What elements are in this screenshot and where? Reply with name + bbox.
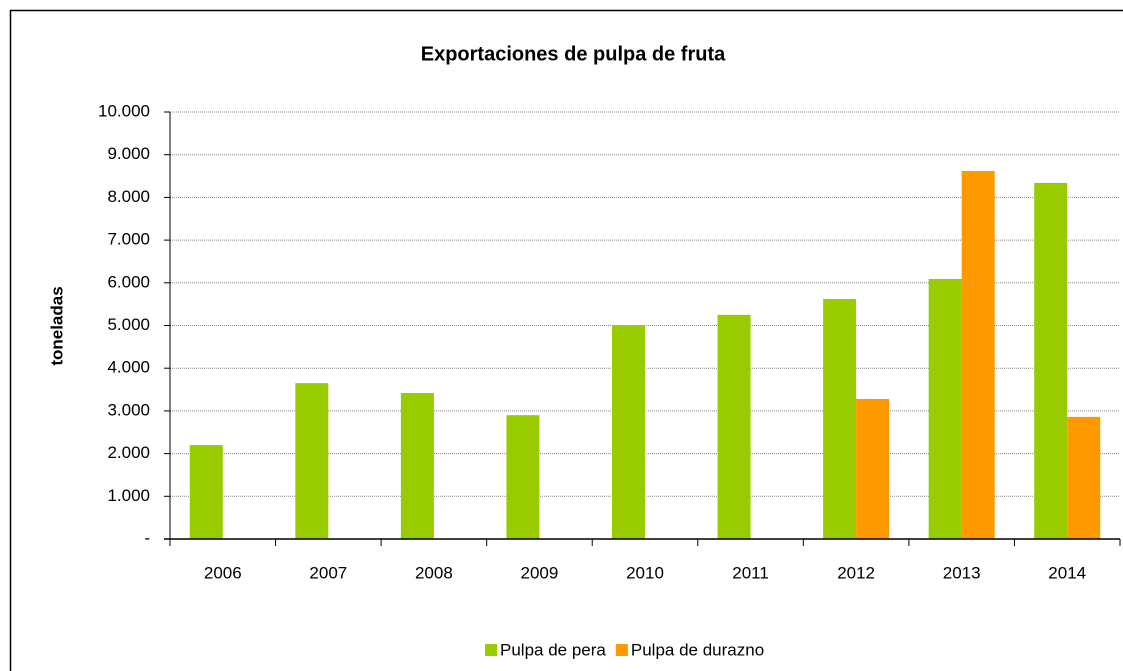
y-tick-label: 1.000 — [107, 486, 150, 505]
y-tick-label: 9.000 — [107, 144, 150, 163]
x-tick-label: 2011 — [732, 563, 769, 582]
y-axis-label: toneladas — [47, 286, 66, 365]
bar — [823, 299, 857, 539]
x-tick-label: 2010 — [626, 563, 664, 582]
legend-swatch — [615, 644, 628, 656]
y-tick-label: 8.000 — [107, 187, 150, 206]
bar — [400, 392, 434, 539]
bar — [856, 398, 890, 539]
x-tick-label: 2008 — [415, 563, 453, 582]
y-tick-label: 7.000 — [107, 230, 150, 249]
bar — [717, 314, 751, 539]
x-tick-label: 2012 — [837, 563, 875, 582]
x-tick-label: 2007 — [309, 563, 347, 582]
bar — [189, 445, 223, 539]
x-tick-label: 2009 — [521, 563, 559, 582]
bar — [961, 170, 995, 539]
x-tick-label: 2006 — [204, 563, 242, 582]
y-tick-label: 10.000 — [98, 101, 150, 120]
y-tick-label: - — [144, 528, 150, 547]
legend-label: Pulpa de pera — [500, 640, 606, 659]
legend-label: Pulpa de durazno — [631, 640, 764, 659]
bar — [1034, 182, 1068, 539]
bar — [295, 383, 329, 539]
y-tick-label: 4.000 — [107, 358, 150, 377]
bar — [506, 415, 540, 539]
bar — [612, 325, 645, 539]
chart-title: Exportaciones de pulpa de fruta — [421, 43, 726, 65]
x-tick-label: 2014 — [1048, 563, 1086, 582]
legend-swatch — [485, 644, 497, 656]
y-tick-label: 5.000 — [107, 315, 150, 334]
y-tick-label: 3.000 — [107, 400, 150, 419]
y-tick-label: 6.000 — [107, 272, 150, 291]
x-tick-label: 2013 — [943, 563, 981, 582]
bar — [1067, 416, 1101, 539]
y-tick-label: 2.000 — [107, 443, 150, 462]
bar — [928, 278, 962, 539]
